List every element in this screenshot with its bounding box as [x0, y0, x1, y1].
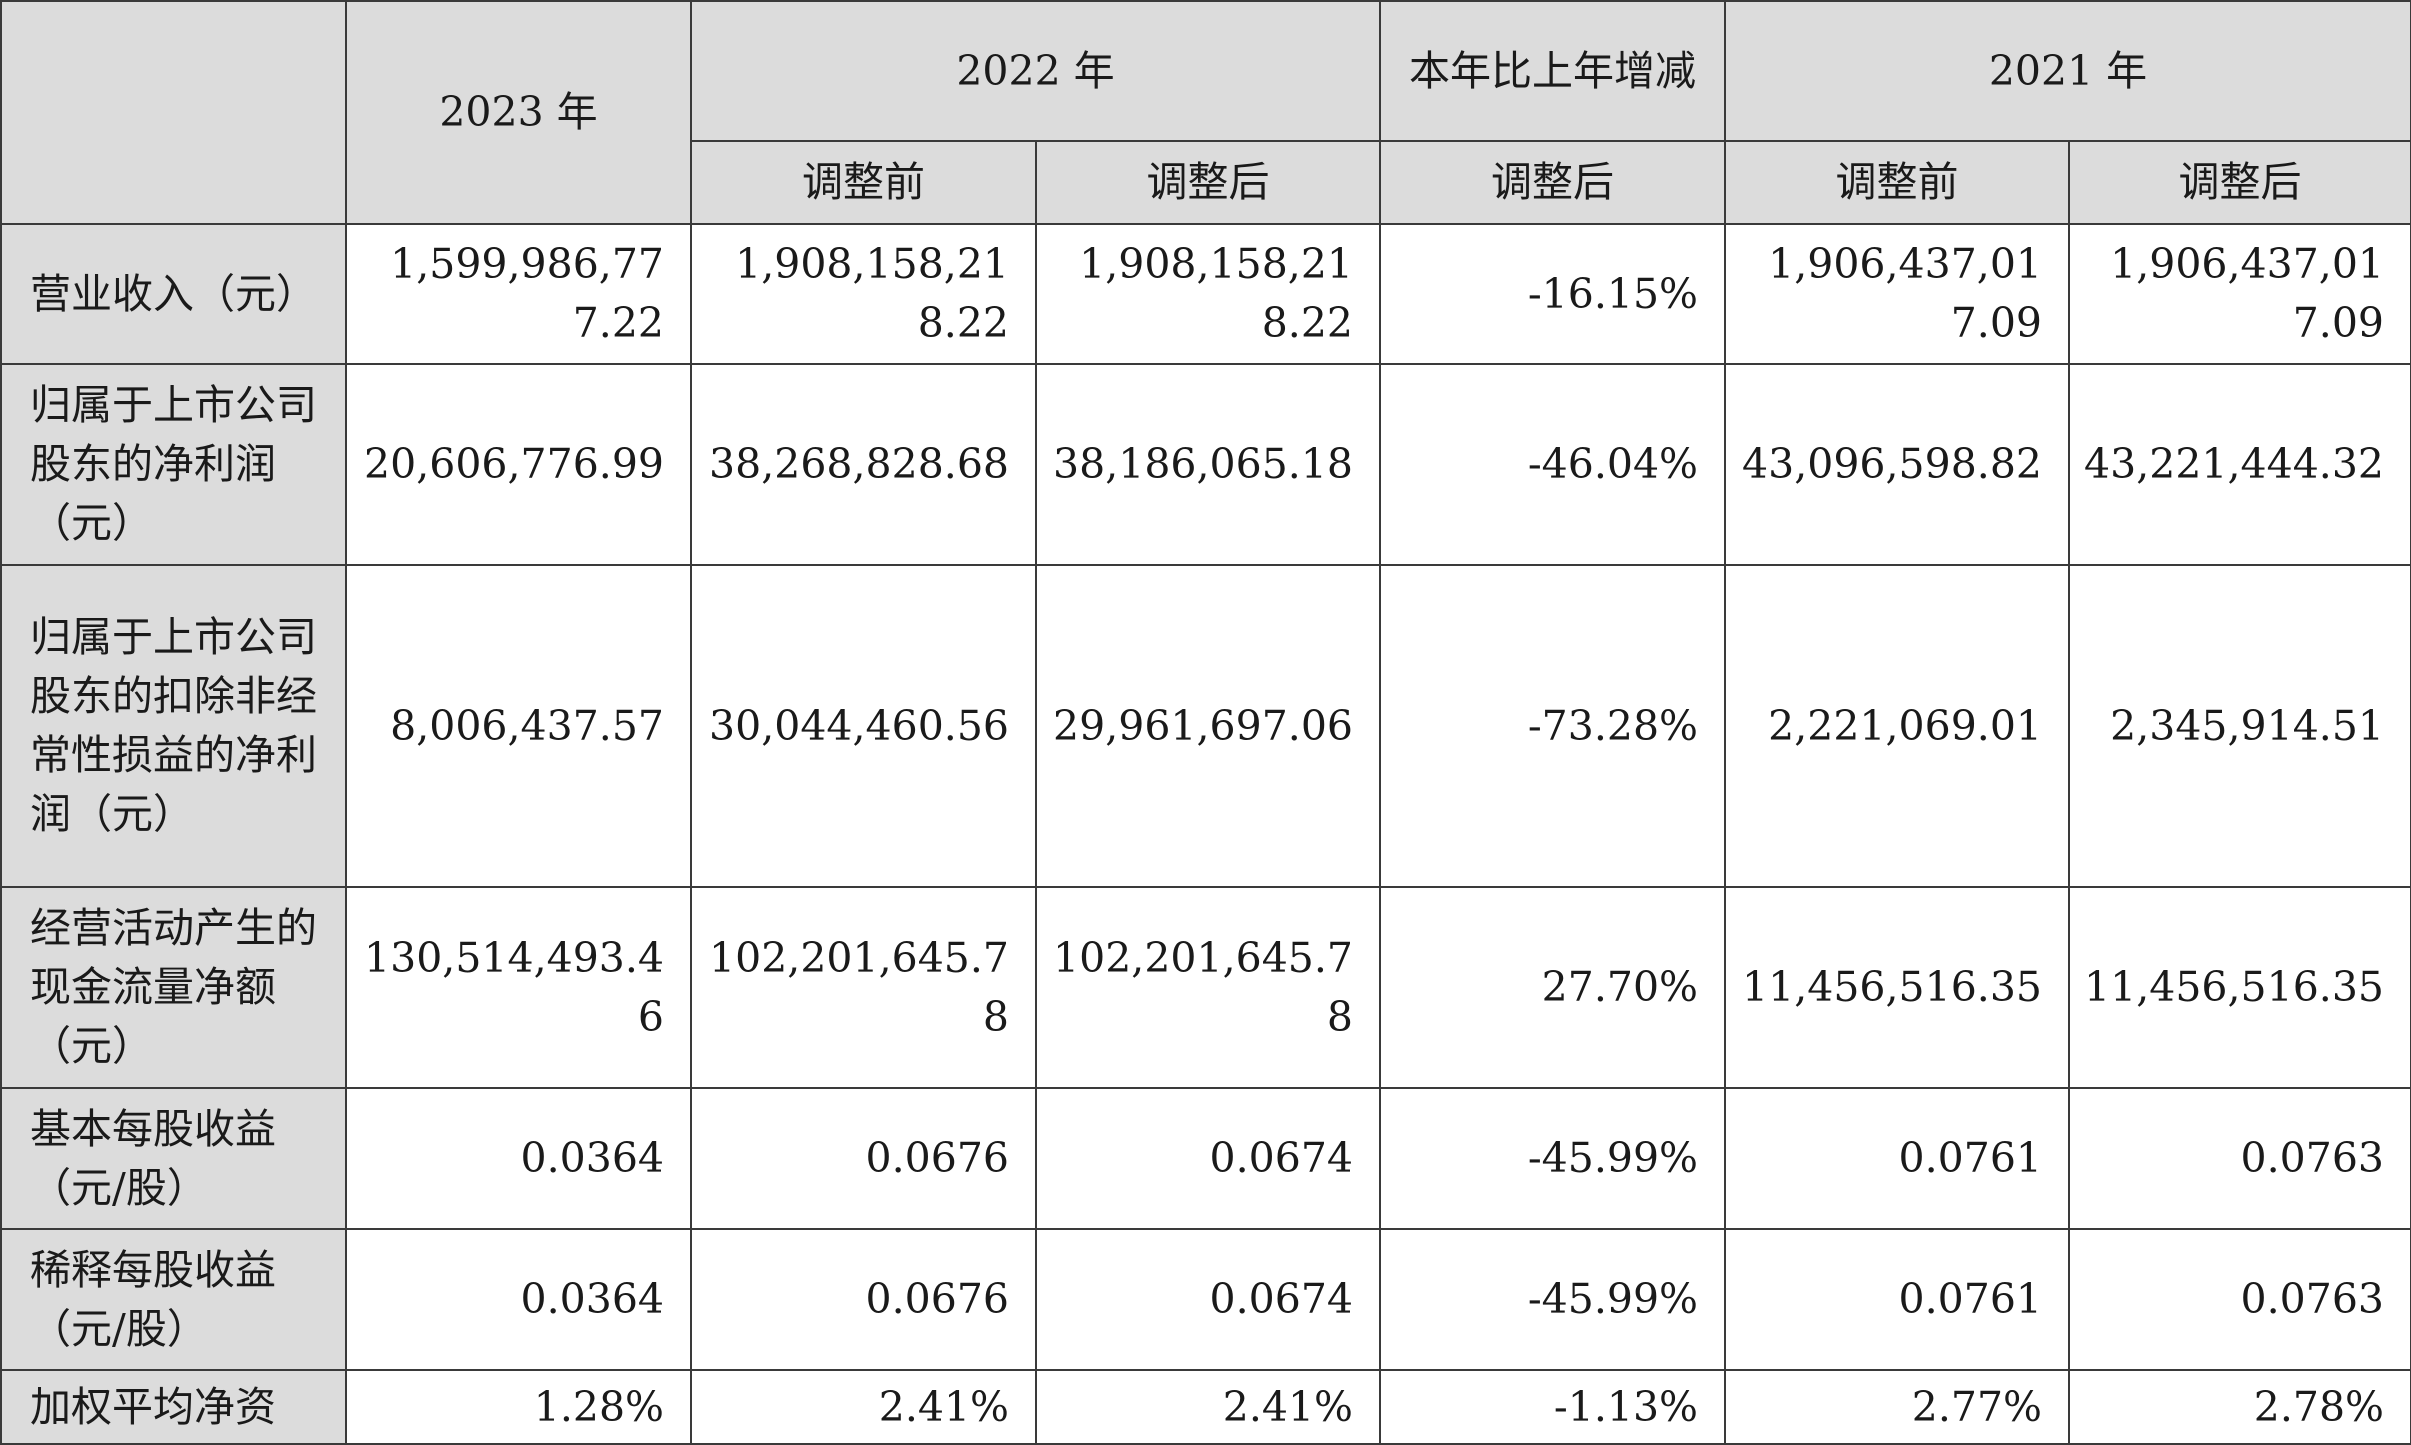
row-label: 归属于上市公司股东的净利润（元） — [0, 363, 347, 566]
value-2021-after: 43,221,444.32 — [2068, 363, 2411, 566]
value-2023: 20,606,776.99 — [345, 363, 692, 566]
value-2021-before: 2,221,069.01 — [1724, 564, 2070, 888]
row-label: 加权平均净资 — [0, 1369, 347, 1445]
value-2023: 1,599,986,777.22 — [345, 223, 692, 365]
value-2021-before: 1,906,437,017.09 — [1724, 223, 2070, 365]
value-2022-before: 1,908,158,218.22 — [690, 223, 1037, 365]
value-2022-after: 0.0674 — [1035, 1228, 1381, 1371]
table-row-net-profit-excluding-nonrecurring: 归属于上市公司股东的扣除非经常性损益的净利润（元） 8,006,437.57 3… — [0, 564, 2411, 888]
value-2021-after: 2,345,914.51 — [2068, 564, 2411, 888]
row-label: 归属于上市公司股东的扣除非经常性损益的净利润（元） — [0, 564, 347, 888]
value-2023: 1.28% — [345, 1369, 692, 1445]
value-2021-after: 1,906,437,017.09 — [2068, 223, 2411, 365]
row-label: 营业收入（元） — [0, 223, 347, 365]
value-2021-before: 0.0761 — [1724, 1087, 2070, 1230]
value-2021-after: 0.0763 — [2068, 1228, 2411, 1371]
header-row-1: 2023 年 2022 年 本年比上年增减 2021 年 — [0, 0, 2411, 225]
value-2021-before: 43,096,598.82 — [1724, 363, 2070, 566]
header-row-2: 调整前 调整后 调整后 调整前 调整后 — [1, 140, 2411, 225]
value-2022-before: 0.0676 — [690, 1087, 1037, 1230]
value-yoy-change: -1.13% — [1379, 1369, 1726, 1445]
corner-cell — [0, 0, 347, 225]
row-label: 稀释每股收益（元/股） — [0, 1228, 347, 1371]
table-row-weighted-roe: 加权平均净资 1.28% 2.41% 2.41% -1.13% 2.77% 2.… — [0, 1369, 2411, 1445]
value-2021-after: 11,456,516.35 — [2068, 886, 2411, 1089]
value-2022-after: 29,961,697.06 — [1035, 564, 1381, 888]
value-2023: 8,006,437.57 — [345, 564, 692, 888]
value-2022-before: 2.41% — [690, 1369, 1037, 1445]
value-2021-before: 11,456,516.35 — [1724, 886, 2070, 1089]
value-2021-after: 2.78% — [2068, 1369, 2411, 1445]
value-2022-before: 30,044,460.56 — [690, 564, 1037, 888]
header-year-2023: 2023 年 — [345, 0, 692, 225]
value-yoy-change: -73.28% — [1379, 564, 1726, 888]
row-label: 经营活动产生的现金流量净额（元） — [0, 886, 347, 1089]
value-yoy-change: -16.15% — [1379, 223, 1726, 365]
header-year-2022: 2022 年 — [690, 0, 1381, 142]
row-label: 基本每股收益（元/股） — [0, 1087, 347, 1230]
value-2022-before: 38,268,828.68 — [690, 363, 1037, 566]
value-yoy-change: 27.70% — [1379, 886, 1726, 1089]
value-yoy-change: -46.04% — [1379, 363, 1726, 566]
header-yoy-after-adjustment: 调整后 — [1379, 140, 1726, 225]
table-row-operating-revenue: 营业收入（元） 1,599,986,777.22 1,908,158,218.2… — [0, 223, 2411, 365]
value-2023: 0.0364 — [345, 1087, 692, 1230]
table-row-net-profit: 归属于上市公司股东的净利润（元） 20,606,776.99 38,268,82… — [0, 363, 2411, 566]
table-row-basic-eps: 基本每股收益（元/股） 0.0364 0.0676 0.0674 -45.99%… — [0, 1087, 2411, 1230]
value-2022-after: 38,186,065.18 — [1035, 363, 1381, 566]
value-2022-after: 102,201,645.78 — [1035, 886, 1381, 1089]
table-row-operating-cash-flow: 经营活动产生的现金流量净额（元） 130,514,493.46 102,201,… — [0, 886, 2411, 1089]
header-year-2021: 2021 年 — [1724, 0, 2411, 142]
value-2023: 130,514,493.46 — [345, 886, 692, 1089]
value-2021-before: 0.0761 — [1724, 1228, 2070, 1371]
table-row-diluted-eps: 稀释每股收益（元/股） 0.0364 0.0676 0.0674 -45.99%… — [0, 1228, 2411, 1371]
value-2022-after: 0.0674 — [1035, 1087, 1381, 1230]
value-2021-before: 2.77% — [1724, 1369, 2070, 1445]
value-2023: 0.0364 — [345, 1228, 692, 1371]
header-2022-before-adjustment: 调整前 — [690, 140, 1037, 225]
value-yoy-change: -45.99% — [1379, 1087, 1726, 1230]
header-yoy-change: 本年比上年增减 — [1379, 0, 1726, 142]
value-yoy-change: -45.99% — [1379, 1228, 1726, 1371]
value-2022-after: 2.41% — [1035, 1369, 1381, 1445]
value-2022-before: 0.0676 — [690, 1228, 1037, 1371]
header-2021-before-adjustment: 调整前 — [1724, 140, 2070, 225]
value-2022-before: 102,201,645.78 — [690, 886, 1037, 1089]
value-2021-after: 0.0763 — [2068, 1087, 2411, 1230]
header-2021-after-adjustment: 调整后 — [2068, 140, 2411, 225]
value-2022-after: 1,908,158,218.22 — [1035, 223, 1381, 365]
header-2022-after-adjustment: 调整后 — [1035, 140, 1381, 225]
